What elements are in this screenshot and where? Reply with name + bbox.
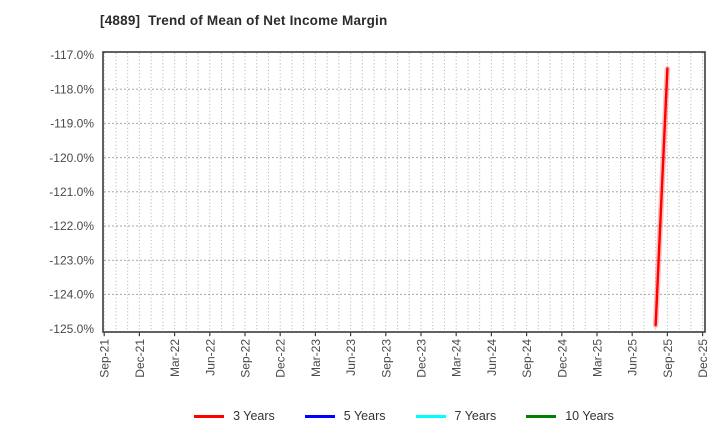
svg-text:Dec-25: Dec-25 xyxy=(696,339,710,378)
legend-line-swatch-cyan xyxy=(415,414,446,418)
legend-item-10-years: 10 Years xyxy=(526,409,614,423)
legend: 3 Years 5 Years 7 Years 10 Years xyxy=(103,404,705,428)
legend-item-5-years: 5 Years xyxy=(304,409,386,423)
svg-text:-121.0%: -121.0% xyxy=(49,185,94,199)
svg-text:Jun-23: Jun-23 xyxy=(344,339,358,376)
svg-text:-125.0%: -125.0% xyxy=(49,322,94,336)
series-line-3-years xyxy=(652,65,671,328)
svg-text:Jun-22: Jun-22 xyxy=(203,339,217,376)
svg-text:Mar-24: Mar-24 xyxy=(450,339,464,377)
svg-text:Sep-23: Sep-23 xyxy=(379,339,393,378)
svg-text:-120.0%: -120.0% xyxy=(49,151,94,165)
x-axis-labels: Sep-21 Dec-21 Mar-22 Jun-22 Sep-22 Dec-22 Mar-… xyxy=(98,339,710,378)
plot-border xyxy=(102,51,706,333)
svg-text:Mar-23: Mar-23 xyxy=(309,339,323,377)
chart-title: [4889] Trend of Mean of Net Income Margi… xyxy=(100,13,388,28)
grid-lines xyxy=(103,53,704,331)
svg-text:-123.0%: -123.0% xyxy=(49,253,94,267)
svg-text:-118.0%: -118.0% xyxy=(50,82,94,96)
legend-item-3-years: 3 Years xyxy=(194,409,275,423)
svg-text:-117.0%: -117.0% xyxy=(50,48,94,62)
svg-text:Dec-23: Dec-23 xyxy=(414,339,428,378)
svg-text:Dec-24: Dec-24 xyxy=(555,339,569,378)
svg-text:Dec-22: Dec-22 xyxy=(274,339,288,378)
legend-label: 3 Years xyxy=(233,409,275,423)
svg-text:Sep-22: Sep-22 xyxy=(238,339,252,378)
svg-text:Sep-24: Sep-24 xyxy=(520,339,534,378)
svg-text:Sep-21: Sep-21 xyxy=(98,339,112,378)
legend-label: 10 Years xyxy=(565,409,614,423)
svg-text:Sep-25: Sep-25 xyxy=(661,339,675,378)
legend-line-swatch-blue xyxy=(304,414,335,418)
svg-text:-119.0%: -119.0% xyxy=(50,117,94,131)
legend-item-7-years: 7 Years xyxy=(415,409,497,423)
svg-text:-122.0%: -122.0% xyxy=(49,219,94,233)
legend-line-swatch-red xyxy=(194,414,225,418)
x-axis-ticks xyxy=(103,332,704,337)
svg-text:Mar-25: Mar-25 xyxy=(590,339,604,377)
svg-text:Jun-25: Jun-25 xyxy=(626,339,640,376)
legend-label: 7 Years xyxy=(454,409,497,423)
svg-text:Jun-24: Jun-24 xyxy=(485,339,499,376)
svg-text:Dec-21: Dec-21 xyxy=(133,339,147,378)
legend-line-swatch-green xyxy=(526,414,557,418)
svg-text:Mar-22: Mar-22 xyxy=(168,339,182,377)
legend-label: 5 Years xyxy=(343,409,386,423)
y-axis-labels: -117.0% -118.0% -119.0% -120.0% -121.0% -122.… xyxy=(49,48,94,336)
svg-text:-124.0%: -124.0% xyxy=(49,288,94,302)
